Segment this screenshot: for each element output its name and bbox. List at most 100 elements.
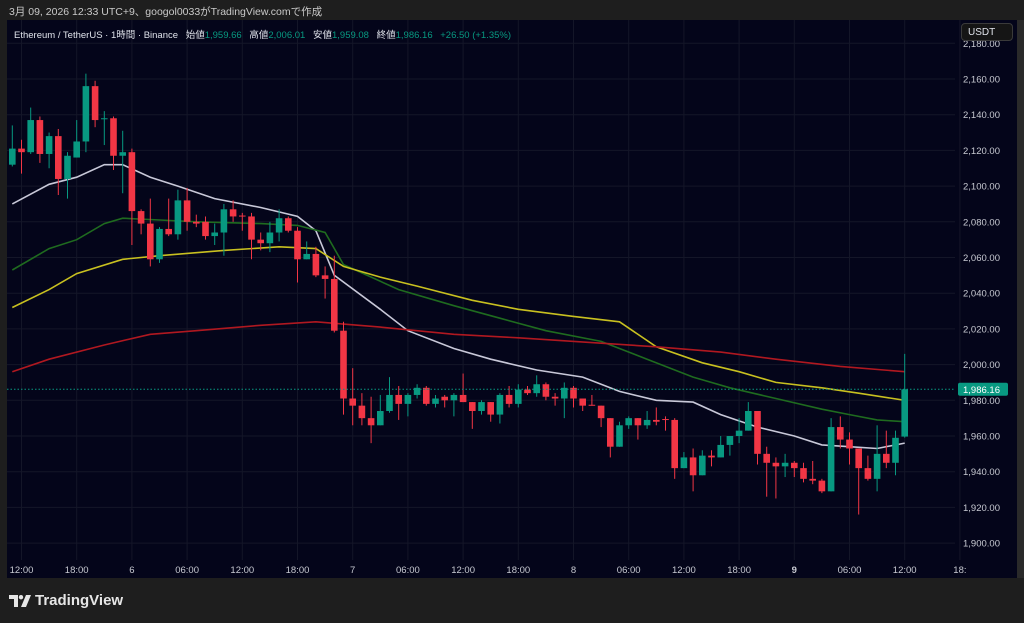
symbol-name: Ethereum / TetherUS · 1時間 · Binance bbox=[14, 30, 179, 41]
candle-body bbox=[505, 394, 513, 404]
time-tick-label: 06:00 bbox=[838, 565, 862, 576]
candle-up bbox=[699, 450, 706, 476]
candle-body bbox=[432, 398, 439, 404]
candle-body bbox=[321, 275, 329, 279]
price-tick-label: 1,960.00 bbox=[963, 432, 1000, 443]
candle-body bbox=[570, 387, 577, 399]
time-tick-label: 12:00 bbox=[230, 565, 254, 576]
candle-down bbox=[653, 407, 660, 426]
time-tick-label: 12:00 bbox=[672, 565, 696, 576]
candle-down bbox=[855, 448, 862, 515]
candle-up bbox=[643, 411, 651, 429]
candle-body bbox=[561, 387, 568, 399]
candle-body bbox=[450, 394, 458, 401]
candle-up bbox=[561, 382, 568, 419]
price-tick-label: 1,940.00 bbox=[963, 467, 1000, 478]
candle-up bbox=[45, 132, 53, 169]
candle-up bbox=[73, 120, 80, 158]
candle-down bbox=[331, 255, 338, 333]
scrollbar bbox=[1017, 20, 1024, 578]
price-tick-label: 2,140.00 bbox=[963, 110, 1000, 121]
candle-body bbox=[515, 389, 522, 404]
grid bbox=[7, 20, 961, 560]
candle-up bbox=[450, 393, 458, 417]
currency-button[interactable]: USDT bbox=[961, 23, 1013, 41]
time-tick-label: 06:00 bbox=[617, 565, 641, 576]
candle-up bbox=[735, 418, 743, 444]
candle-up bbox=[745, 402, 752, 431]
candle-up bbox=[211, 223, 218, 246]
candle-body bbox=[101, 118, 108, 120]
candle-body bbox=[413, 387, 421, 395]
moving-averages bbox=[11, 163, 905, 450]
candle-up bbox=[616, 421, 623, 447]
candle-body bbox=[699, 455, 706, 476]
candle-body bbox=[386, 394, 393, 412]
candle-body bbox=[680, 457, 688, 469]
time-tick-label: 18:00 bbox=[506, 565, 530, 576]
candle-body bbox=[625, 418, 632, 426]
candle-down bbox=[754, 411, 761, 465]
candle-body bbox=[331, 278, 338, 331]
candle-body bbox=[211, 232, 218, 237]
candle-up bbox=[275, 209, 283, 242]
candle-body bbox=[597, 405, 605, 419]
candle-body bbox=[82, 86, 90, 142]
candle-down bbox=[358, 393, 366, 426]
candle-body bbox=[441, 396, 448, 401]
tradingview-logo-icon bbox=[9, 594, 31, 607]
candle-down bbox=[846, 432, 853, 465]
candle-up bbox=[266, 221, 274, 253]
candle-down bbox=[55, 128, 62, 196]
candle-body bbox=[726, 436, 734, 445]
chart-panel[interactable]: 2,180.00 2,160.00 2,140.00 2,120.00 2,100.00… bbox=[7, 20, 1017, 578]
candle-body bbox=[542, 384, 550, 397]
candle-body bbox=[763, 453, 770, 463]
candle-body bbox=[487, 402, 494, 415]
candle-up bbox=[680, 452, 688, 469]
candle-body bbox=[781, 462, 789, 467]
candle-up bbox=[515, 384, 522, 408]
candle-down bbox=[128, 148, 136, 246]
time-tick-label: 6 bbox=[129, 565, 134, 576]
candle-up bbox=[156, 227, 163, 263]
candle-up bbox=[496, 393, 504, 424]
candle-down bbox=[791, 460, 798, 478]
candle-down bbox=[367, 396, 375, 444]
low-label: 安値 bbox=[312, 30, 332, 41]
time-tick-label: 9 bbox=[792, 565, 797, 576]
candle-body bbox=[634, 418, 642, 426]
candle-down bbox=[202, 216, 209, 240]
candle-up bbox=[174, 189, 182, 240]
candlestick-chart[interactable]: 2,180.00 2,160.00 2,140.00 2,120.00 2,100.00… bbox=[7, 20, 1017, 578]
candle-down bbox=[36, 116, 44, 163]
candle-body bbox=[772, 462, 780, 467]
close-label: 終値 bbox=[376, 30, 396, 41]
candle-body bbox=[220, 209, 228, 233]
candle-body bbox=[128, 152, 136, 212]
candle-up bbox=[726, 436, 734, 456]
candle-up bbox=[873, 425, 881, 492]
current-price-badge bbox=[958, 382, 1008, 396]
candle-body bbox=[266, 232, 274, 244]
candle-down bbox=[340, 321, 347, 415]
candle-body bbox=[607, 418, 614, 447]
candle-body bbox=[855, 448, 862, 469]
candle-up bbox=[413, 384, 421, 399]
price-tick-label: 1,900.00 bbox=[963, 539, 1000, 550]
candle-down bbox=[551, 393, 559, 406]
candle-body bbox=[156, 228, 163, 260]
candle-body bbox=[864, 468, 872, 479]
time-tick-label: 7 bbox=[350, 565, 355, 576]
price-tick-label: 1,920.00 bbox=[963, 503, 1000, 514]
candle-body bbox=[294, 230, 301, 260]
low-value: 1,959.08 bbox=[331, 30, 369, 41]
candle-up bbox=[9, 125, 16, 167]
candle-down bbox=[165, 198, 172, 237]
candle-body bbox=[174, 200, 182, 235]
candle-body bbox=[901, 389, 908, 437]
candle-body bbox=[643, 419, 651, 426]
candle-up bbox=[377, 394, 384, 426]
candle-down bbox=[542, 382, 550, 401]
candle-body bbox=[165, 228, 172, 235]
